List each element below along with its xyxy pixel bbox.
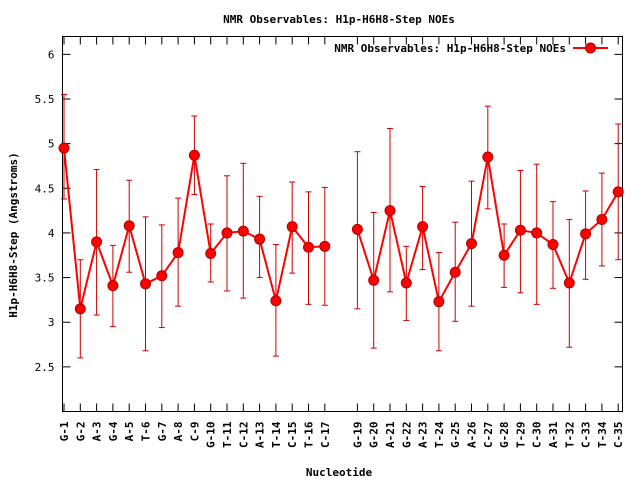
y-axis-label: H1p-H6H8-Step (Angstroms) bbox=[7, 152, 20, 318]
x-tick-label: T-14 bbox=[270, 421, 283, 448]
data-point bbox=[368, 274, 380, 286]
x-tick-label: G-19 bbox=[351, 422, 364, 449]
data-point bbox=[58, 142, 70, 154]
x-tick-label: A-13 bbox=[254, 422, 267, 449]
data-point bbox=[433, 296, 445, 308]
x-tick-label: A-3 bbox=[91, 422, 104, 442]
x-tick-label: A-8 bbox=[172, 422, 185, 442]
data-point bbox=[563, 277, 575, 289]
data-point bbox=[449, 266, 461, 278]
x-tick-label: C-33 bbox=[580, 422, 593, 449]
data-point bbox=[531, 227, 543, 239]
chart-title: NMR Observables: H1p-H6H8-Step NOEs bbox=[223, 13, 455, 26]
x-tick-label: T-29 bbox=[514, 422, 527, 449]
data-point bbox=[74, 303, 86, 315]
plot-frame bbox=[62, 36, 623, 412]
x-tick-label: G-4 bbox=[107, 421, 120, 441]
x-tick-label: C-30 bbox=[531, 422, 544, 449]
data-point bbox=[254, 233, 266, 245]
x-tick-label: G-20 bbox=[368, 422, 381, 449]
x-tick-label: C-17 bbox=[319, 422, 332, 449]
x-tick-label: A-21 bbox=[384, 421, 397, 448]
x-tick-label: C-35 bbox=[612, 422, 625, 449]
legend: NMR Observables: H1p-H6H8-Step NOEs bbox=[334, 42, 608, 55]
data-point bbox=[221, 227, 233, 239]
x-axis-label: Nucleotide bbox=[306, 466, 373, 479]
data-point bbox=[580, 228, 592, 240]
legend-label: NMR Observables: H1p-H6H8-Step NOEs bbox=[334, 42, 566, 55]
x-tick-label: G-28 bbox=[498, 422, 511, 449]
data-point bbox=[237, 225, 249, 237]
x-tick-label: G-25 bbox=[449, 422, 462, 449]
x-tick-label: C-27 bbox=[482, 422, 495, 449]
data-point bbox=[172, 247, 184, 259]
data-point bbox=[351, 223, 363, 235]
x-tick-label: C-12 bbox=[237, 422, 250, 449]
x-tick-label: C-15 bbox=[286, 422, 299, 449]
x-tick-label: G-1 bbox=[58, 421, 71, 441]
x-tick-label: T-11 bbox=[221, 421, 234, 448]
data-point bbox=[596, 214, 608, 226]
y-tick-label: 2.5 bbox=[35, 361, 55, 374]
x-tick-label: A-23 bbox=[417, 422, 430, 449]
data-point bbox=[400, 277, 412, 289]
data-point bbox=[384, 205, 396, 217]
y-tick-label: 5 bbox=[48, 138, 55, 151]
x-tick-label: T-34 bbox=[596, 421, 609, 448]
data-point bbox=[547, 239, 559, 251]
x-tick-label: T-6 bbox=[140, 421, 153, 441]
data-point bbox=[498, 249, 510, 261]
x-tick-label: T-24 bbox=[433, 421, 446, 448]
y-tick-label: 6 bbox=[48, 48, 55, 61]
y-tick-label: 3.5 bbox=[35, 272, 55, 285]
x-tick-label: G-7 bbox=[156, 422, 169, 442]
data-point bbox=[188, 149, 200, 161]
data-point bbox=[270, 295, 282, 307]
y-tick-label: 5.5 bbox=[35, 93, 55, 106]
x-tick-label: T-16 bbox=[303, 421, 316, 448]
x-tick-label: T-32 bbox=[563, 422, 576, 449]
x-tick-label: G-10 bbox=[205, 422, 218, 449]
y-axis: 2.5 3 3.5 4 4.5 5 5.5 6 bbox=[35, 48, 623, 374]
data-point bbox=[156, 270, 168, 282]
y-tick-label: 3 bbox=[48, 316, 55, 329]
error-bars bbox=[61, 94, 622, 359]
y-tick-label: 4.5 bbox=[35, 182, 55, 195]
data-point bbox=[123, 220, 135, 232]
x-tick-label: G-2 bbox=[74, 422, 87, 442]
x-tick-label: A-31 bbox=[547, 421, 560, 448]
x-tick-label: G-22 bbox=[400, 422, 413, 449]
data-point bbox=[514, 224, 526, 236]
x-axis: G-1 G-2 A-3 G-4 A-5 T-6 G-7 A-8 C-9 G-10 T-11 C-12 A… bbox=[58, 36, 625, 449]
data-point bbox=[286, 221, 298, 233]
data-point bbox=[107, 280, 119, 292]
data-point bbox=[205, 247, 217, 259]
legend-marker bbox=[585, 42, 596, 54]
x-tick-label: A-5 bbox=[123, 422, 136, 442]
data-point bbox=[91, 236, 103, 248]
data-points bbox=[58, 142, 624, 315]
data-point bbox=[319, 240, 331, 252]
x-tick-label: C-9 bbox=[188, 422, 201, 442]
y-tick-label: 4 bbox=[48, 227, 55, 240]
data-point bbox=[612, 186, 624, 198]
data-point bbox=[303, 241, 314, 253]
data-point bbox=[466, 238, 477, 250]
data-point bbox=[482, 151, 494, 163]
x-tick-label: A-26 bbox=[466, 421, 479, 448]
data-point bbox=[417, 221, 429, 233]
data-point bbox=[140, 278, 151, 290]
